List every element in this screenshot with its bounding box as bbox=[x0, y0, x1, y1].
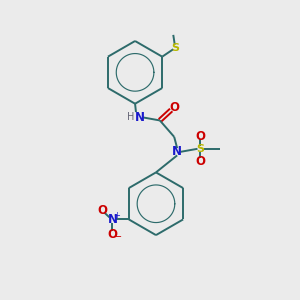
Text: N: N bbox=[135, 111, 145, 124]
Text: O: O bbox=[169, 100, 179, 113]
Text: N: N bbox=[107, 213, 117, 226]
Text: S: S bbox=[196, 144, 205, 154]
Text: H: H bbox=[128, 112, 135, 122]
Text: N: N bbox=[172, 145, 182, 158]
Text: +: + bbox=[113, 211, 120, 220]
Text: −: − bbox=[114, 232, 122, 242]
Text: O: O bbox=[196, 155, 206, 168]
Text: S: S bbox=[171, 43, 179, 53]
Text: O: O bbox=[107, 229, 117, 242]
Text: O: O bbox=[97, 204, 107, 217]
Text: O: O bbox=[196, 130, 206, 143]
